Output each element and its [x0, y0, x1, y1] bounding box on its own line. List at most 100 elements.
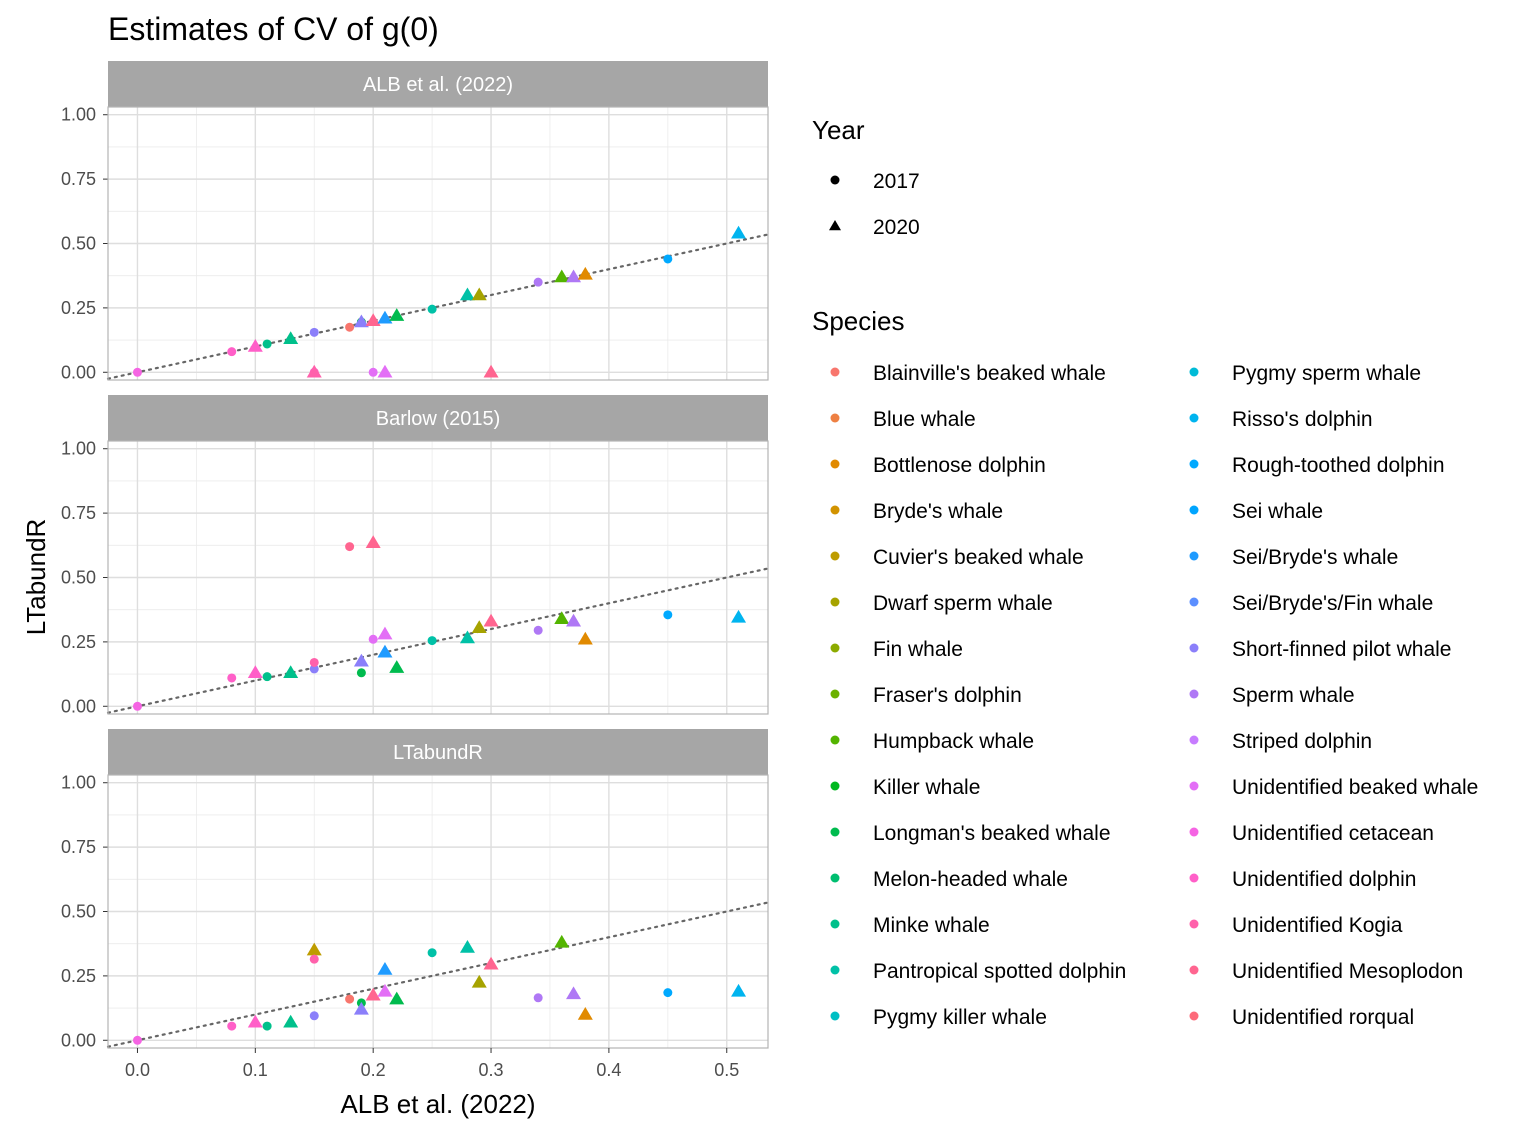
legend-key — [830, 367, 840, 377]
facet-strip — [108, 395, 768, 441]
reference-line — [106, 233, 770, 380]
legend-key — [830, 827, 840, 837]
y-tick-label: 0.25 — [61, 632, 96, 652]
data-point — [533, 277, 543, 287]
legend-species-label: Cuvier's beaked whale — [873, 546, 1084, 569]
y-tick-label: 1.00 — [61, 105, 96, 125]
legend-species-label: Fin whale — [873, 638, 963, 661]
panel-border — [107, 440, 769, 715]
data-point — [283, 1014, 299, 1028]
x-tick-label: 0.5 — [714, 1060, 739, 1080]
legend-species-label: Rough-toothed dolphin — [1232, 454, 1445, 477]
data-point — [353, 653, 369, 667]
legend-key — [830, 873, 840, 883]
legend-species-label: Short-finned pilot whale — [1232, 638, 1451, 661]
data-point — [345, 542, 355, 552]
legend-species-label: Unidentified Kogia — [1232, 914, 1403, 937]
data-point — [345, 994, 355, 1004]
legend-key — [1189, 689, 1199, 699]
legend-year-title: Year — [812, 115, 865, 145]
legend-key — [830, 643, 840, 653]
data-point — [377, 364, 393, 378]
legend-species-label: Minke whale — [873, 914, 990, 937]
data-point — [577, 1007, 593, 1020]
y-tick-label: 0.50 — [61, 234, 96, 254]
data-point — [247, 1014, 263, 1028]
legend-key — [1189, 459, 1199, 469]
legend-species-label: Unidentified Mesoplodon — [1232, 960, 1463, 983]
data-point — [262, 672, 272, 682]
data-point — [483, 956, 499, 970]
legend-species-label: Sei/Bryde's whale — [1232, 546, 1398, 569]
data-point — [427, 636, 437, 646]
data-point — [132, 367, 142, 377]
legend-species-label: Longman's beaked whale — [873, 822, 1111, 845]
legend-key — [830, 413, 840, 423]
data-point — [353, 1001, 369, 1015]
data-point — [471, 974, 487, 988]
data-point — [731, 609, 747, 623]
data-point — [663, 610, 673, 620]
legend-key — [1189, 551, 1199, 561]
panel-border — [107, 774, 769, 1049]
y-tick-label: 0.00 — [61, 1030, 96, 1050]
data-point — [262, 1021, 272, 1031]
data-point — [345, 322, 355, 332]
data-point — [459, 287, 475, 301]
data-point — [309, 954, 319, 964]
x-tick-label: 0.3 — [479, 1060, 504, 1080]
legend-key — [830, 919, 840, 929]
legend-species-label: Unidentified dolphin — [1232, 868, 1416, 891]
data-point — [368, 634, 378, 644]
legend-key — [1189, 367, 1199, 377]
legend-year-label: 2020 — [873, 216, 920, 239]
legend-key — [829, 220, 841, 231]
y-tick-label: 0.00 — [61, 696, 96, 716]
y-tick-label: 0.50 — [61, 568, 96, 588]
data-point — [377, 310, 393, 324]
legend-key — [1189, 965, 1199, 975]
legend-key — [830, 505, 840, 515]
legend-species-label: Unidentified beaked whale — [1232, 776, 1478, 799]
data-point — [227, 347, 237, 357]
data-point — [227, 673, 237, 683]
data-point — [483, 364, 499, 378]
facet-strip-label: LTabundR — [393, 742, 483, 764]
data-point — [306, 942, 322, 956]
legend-species-label: Unidentified cetacean — [1232, 822, 1434, 845]
legend-species-label: Fraser's dolphin — [873, 684, 1022, 707]
legend-key — [1189, 413, 1199, 423]
data-point — [663, 988, 673, 998]
legend-species-title: Species — [812, 306, 905, 336]
legend-key — [1189, 735, 1199, 745]
data-point — [483, 613, 499, 627]
data-point — [309, 664, 319, 674]
legend-species-label: Pygmy killer whale — [873, 1006, 1047, 1029]
legend-key — [830, 459, 840, 469]
legend-key — [1189, 643, 1199, 653]
data-point — [356, 668, 366, 678]
legend-key — [1189, 597, 1199, 607]
data-point — [377, 644, 393, 658]
facet-strip — [108, 61, 768, 107]
legend-species-label: Humpback whale — [873, 730, 1034, 753]
reference-line — [106, 567, 770, 714]
facet-strip-label: ALB et al. (2022) — [363, 74, 513, 96]
y-tick-label: 1.00 — [61, 773, 96, 793]
data-point — [353, 314, 369, 328]
y-tick-label: 0.50 — [61, 902, 96, 922]
legend-species-label: Melon-headed whale — [873, 868, 1068, 891]
facet-panel: Barlow (2015) 0.00 0.25 0.50 0.75 1.00 — [61, 395, 770, 716]
legend-key — [1189, 873, 1199, 883]
legend-species-label: Unidentified rorqual — [1232, 1006, 1414, 1029]
legend-species-label: Blainville's beaked whale — [873, 362, 1106, 385]
y-axis-title: LTabundR — [21, 519, 51, 636]
legend-year-label: 2017 — [873, 170, 920, 193]
x-tick-label: 0.1 — [243, 1060, 268, 1080]
facet-strip — [108, 729, 768, 775]
data-point — [283, 331, 299, 345]
data-point — [365, 535, 381, 548]
data-point — [365, 313, 381, 327]
facet-panels: ALB et al. (2022)0.000.250.500.751.00Bar… — [61, 61, 770, 1080]
